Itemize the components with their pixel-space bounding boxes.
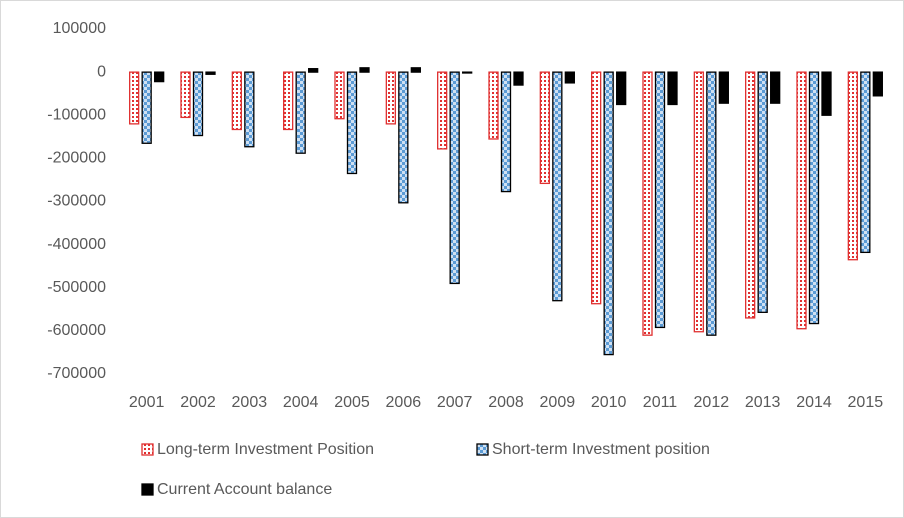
bar [500, 71, 512, 193]
bar [231, 71, 242, 131]
bar [616, 71, 627, 106]
bar [283, 71, 294, 131]
bar [770, 71, 781, 104]
bar [745, 71, 756, 319]
bar [154, 71, 165, 83]
y-tick-label: -600000 [47, 322, 106, 339]
legend-swatch [141, 443, 154, 456]
x-tick-label: 2009 [540, 394, 576, 411]
x-tick-label: 2007 [437, 394, 473, 411]
bar [821, 71, 832, 116]
y-tick-label: 0 [97, 63, 106, 80]
bar [334, 71, 345, 120]
legend-label: Short-term Investment position [492, 441, 710, 458]
bar [718, 71, 729, 104]
x-tick-label: 2006 [386, 394, 422, 411]
y-tick-label: -300000 [47, 193, 106, 210]
bar [129, 71, 140, 125]
x-tick-label: 2015 [848, 394, 884, 411]
bar [654, 71, 666, 329]
x-tick-label: 2003 [232, 394, 268, 411]
y-tick-label: -100000 [47, 106, 106, 123]
x-tick-label: 2008 [488, 394, 524, 411]
legend-label: Long-term Investment Position [157, 441, 374, 458]
legend-label: Current Account balance [157, 481, 332, 498]
bar [796, 71, 807, 330]
bar [410, 67, 421, 73]
bar [513, 71, 524, 86]
bar [359, 67, 370, 73]
bar [693, 71, 704, 333]
x-tick-label: 2010 [591, 394, 627, 411]
y-tick-label: -700000 [47, 365, 106, 382]
x-tick-label: 2004 [283, 394, 319, 411]
x-tick-label: 2001 [129, 394, 165, 411]
x-tick-label: 2011 [643, 394, 678, 411]
bar [180, 71, 191, 119]
y-tick-label: -400000 [47, 236, 106, 253]
bar [642, 71, 653, 336]
bar [539, 71, 550, 185]
bar [847, 71, 858, 261]
bar [860, 71, 871, 254]
bar [192, 71, 204, 137]
bar [667, 71, 678, 106]
bar [437, 71, 448, 150]
y-tick-label: 100000 [53, 20, 106, 37]
bar [488, 71, 499, 140]
y-tick-label: -200000 [47, 150, 106, 167]
bar [141, 71, 152, 144]
bar [346, 71, 358, 175]
bar [398, 71, 409, 204]
y-tick-label: -500000 [47, 279, 106, 296]
x-tick-label: 2013 [745, 394, 781, 411]
bar [706, 71, 717, 336]
legend-swatch [141, 483, 154, 496]
bar [295, 71, 306, 154]
x-tick-label: 2012 [694, 394, 730, 411]
bar [591, 71, 602, 305]
bar [757, 71, 768, 313]
bar [603, 71, 614, 356]
bar [449, 71, 460, 285]
x-tick-label: 2014 [796, 394, 832, 411]
bar [808, 71, 820, 325]
legend-swatch [476, 443, 489, 456]
x-tick-label: 2005 [334, 394, 370, 411]
bar [872, 71, 883, 97]
bar [385, 71, 396, 125]
bar [564, 71, 575, 84]
bar [205, 71, 216, 75]
x-tick-label: 2002 [180, 394, 216, 411]
bar [462, 71, 473, 74]
bar [552, 71, 563, 302]
bar [244, 71, 255, 148]
bar [308, 68, 319, 73]
